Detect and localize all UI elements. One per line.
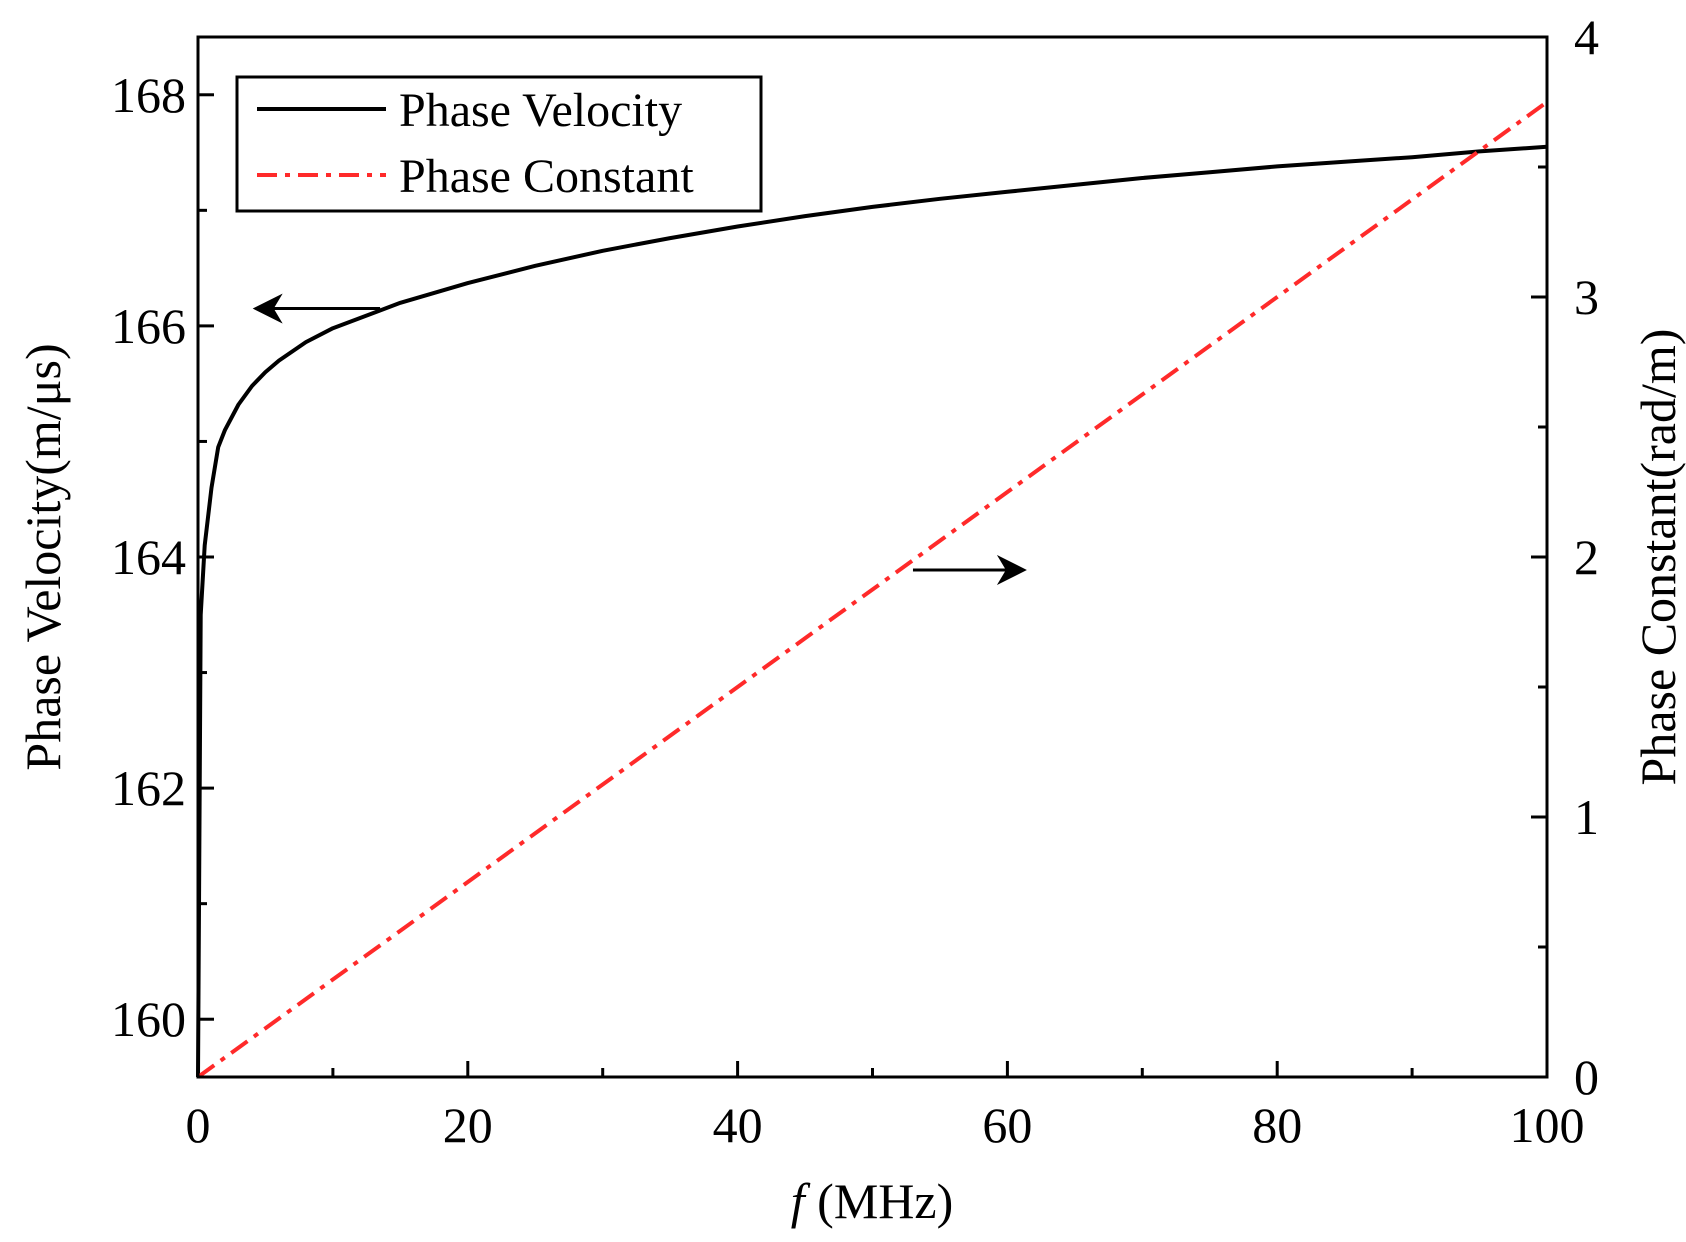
x-tick-label: 20 [443, 1097, 493, 1153]
series-line-phase-velocity [196, 144, 1548, 1078]
x-tick-label: 40 [713, 1097, 763, 1153]
legend: Phase Velocity Phase Constant [235, 75, 763, 213]
y-axis-title-left: Phase Velocity(m/μs) [15, 343, 71, 770]
ticks-layer: 0 20 40 60 80 100 160 162 164 166 168 0 1 2 3 4 [111, 9, 1599, 1153]
x-tick-label: 0 [186, 1097, 211, 1153]
legend-label-phase-velocity: Phase Velocity [399, 84, 682, 137]
y-tick-label: 160 [111, 991, 186, 1047]
x-tick-label: 80 [1252, 1097, 1302, 1153]
x-tick-label: 60 [982, 1097, 1032, 1153]
x-axis-title-unit: (MHz) [805, 1173, 954, 1229]
legend-label-phase-constant: Phase Constant [399, 150, 694, 203]
x-axis-title: f (MHz) [791, 1173, 953, 1229]
y-tick-label: 162 [111, 760, 186, 816]
y-tick-label: 166 [111, 298, 186, 354]
y2-tick-label: 2 [1574, 529, 1599, 585]
y2-tick-label: 0 [1574, 1049, 1599, 1105]
plot-frame [196, 35, 1549, 1079]
annotation-layer [252, 293, 1027, 585]
y-tick-label: 168 [111, 67, 186, 123]
y-tick-label: 164 [111, 529, 186, 585]
y-axis-title-right: Phase Constant(rad/m) [1630, 329, 1686, 786]
y2-tick-label: 4 [1574, 9, 1599, 65]
series-layer [196, 100, 1549, 1079]
y2-tick-label: 1 [1574, 789, 1599, 845]
x-tick-label: 100 [1510, 1097, 1585, 1153]
y2-tick-label: 3 [1574, 269, 1599, 325]
legend-box [235, 75, 763, 213]
series-line-phase-constant [196, 100, 1549, 1079]
